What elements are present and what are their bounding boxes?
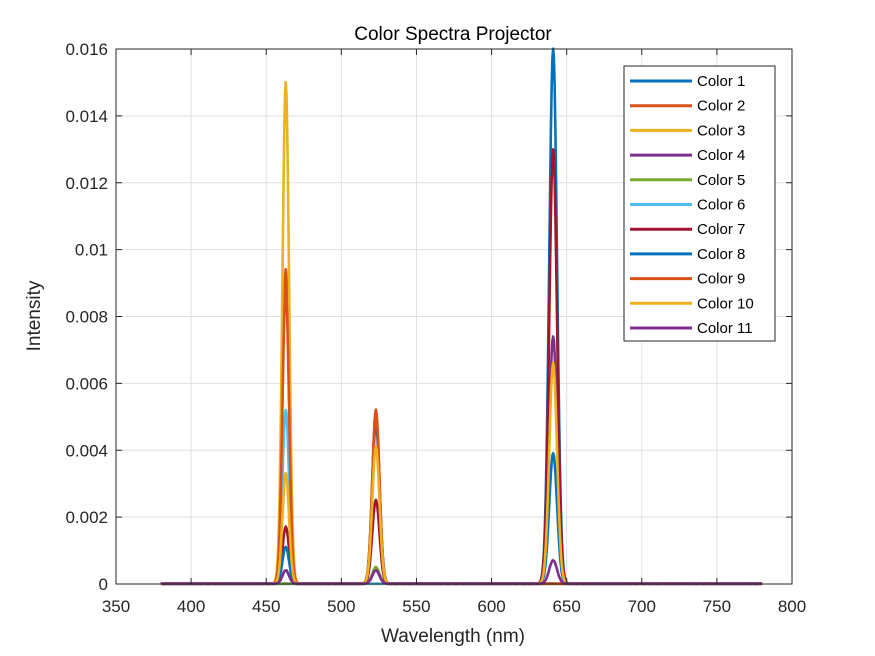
legend-label: Color 11 [697, 320, 753, 337]
legend-label: Color 6 [697, 197, 745, 214]
x-tick-label: 750 [703, 597, 731, 616]
legend-label: Color 10 [697, 295, 754, 312]
x-tick-label: 600 [477, 597, 505, 616]
x-tick-label: 550 [402, 597, 430, 616]
legend-label: Color 8 [697, 246, 745, 263]
legend-label: Color 7 [697, 221, 745, 238]
legend-label: Color 3 [697, 122, 745, 139]
ticks: 350 400 450 500 550 600 650 700 750 800 0 0.002 0.00… [65, 40, 806, 616]
legend-label: Color 2 [697, 98, 745, 115]
y-tick-label: 0.014 [65, 107, 108, 126]
legend-label: Color 5 [697, 172, 745, 189]
chart-title: Color Spectra Projector [354, 24, 552, 45]
x-tick-label: 350 [102, 597, 130, 616]
x-tick-label: 700 [628, 597, 656, 616]
legend-label: Color 1 [697, 73, 745, 90]
legend-label: Color 9 [697, 271, 745, 288]
y-tick-label: 0.004 [65, 441, 108, 460]
y-tick-label: 0.002 [65, 508, 108, 527]
y-tick-label: 0.016 [65, 40, 108, 59]
y-tick-label: 0 [99, 575, 108, 594]
y-tick-label: 0.006 [65, 374, 108, 393]
x-axis-label: Wavelength (nm) [381, 626, 525, 647]
y-tick-label: 0.01 [75, 241, 108, 260]
y-tick-label: 0.008 [65, 308, 108, 327]
x-tick-label: 450 [252, 597, 280, 616]
y-tick-label: 0.012 [65, 174, 108, 193]
y-axis-label: Intensity [24, 280, 45, 351]
legend: Color 1 Color 2 Color 3 Color 4 Color 5 Color… [623, 65, 776, 342]
legend-label: Color 4 [697, 147, 745, 164]
x-tick-label: 500 [327, 597, 355, 616]
x-tick-label: 650 [552, 597, 580, 616]
x-tick-label: 400 [177, 597, 205, 616]
x-tick-label: 800 [778, 597, 806, 616]
